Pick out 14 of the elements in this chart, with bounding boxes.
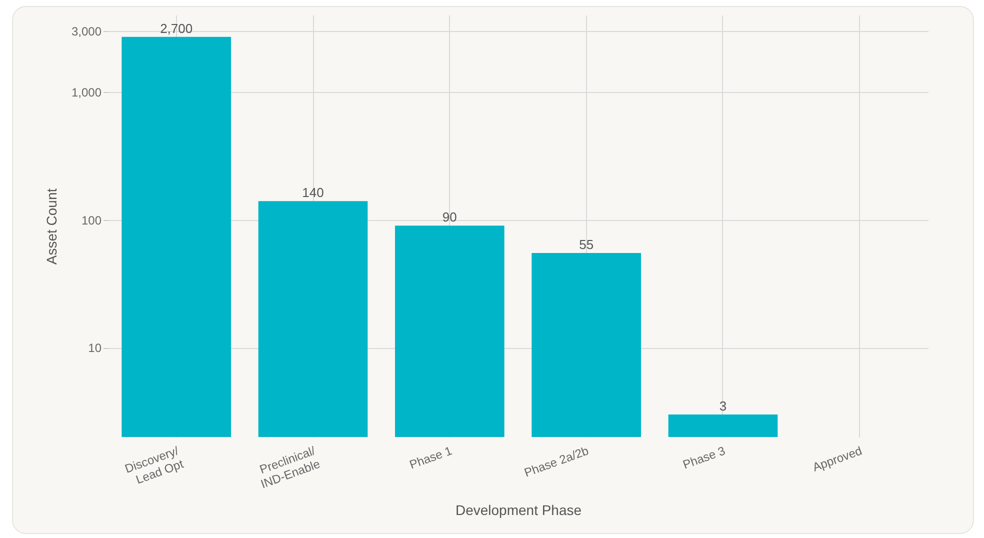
x-tick-label: Phase 2a/2b bbox=[522, 444, 591, 480]
data-label: 90 bbox=[442, 210, 457, 225]
x-tick-label: Phase 3 bbox=[680, 444, 728, 472]
data-label: 2,700 bbox=[160, 20, 193, 36]
y-tick-label: 3,000 bbox=[71, 24, 102, 38]
data-label: 3 bbox=[719, 398, 727, 414]
x-axis-title: Development Phase bbox=[455, 502, 582, 518]
y-tick-label: 1,000 bbox=[71, 85, 102, 100]
x-tick-label: Phase 1 bbox=[408, 444, 454, 472]
data-label: 140 bbox=[302, 185, 324, 200]
data-label: 55 bbox=[579, 236, 594, 252]
y-tick-label: 100 bbox=[81, 213, 102, 228]
y-tick-label: 10 bbox=[88, 341, 102, 356]
y-axis-title: Asset Count bbox=[43, 188, 60, 265]
